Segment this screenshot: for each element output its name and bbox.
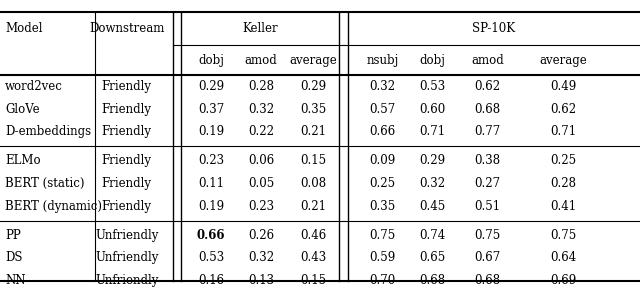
Text: BERT (dynamic): BERT (dynamic) (5, 200, 102, 213)
Text: 0.66: 0.66 (197, 229, 225, 242)
Text: Friendly: Friendly (102, 103, 152, 116)
Text: Unfriendly: Unfriendly (95, 229, 159, 242)
Text: 0.68: 0.68 (420, 274, 445, 287)
Text: 0.67: 0.67 (474, 251, 501, 264)
Text: 0.29: 0.29 (420, 155, 445, 167)
Text: 0.19: 0.19 (198, 200, 224, 213)
Text: 0.45: 0.45 (419, 200, 446, 213)
Text: 0.66: 0.66 (369, 126, 396, 138)
Text: 0.08: 0.08 (301, 177, 326, 190)
Text: GloVe: GloVe (5, 103, 40, 116)
Text: amod: amod (471, 54, 504, 67)
Text: ELMo: ELMo (5, 155, 41, 167)
Text: 0.13: 0.13 (248, 274, 274, 287)
Text: 0.25: 0.25 (370, 177, 396, 190)
Text: 0.21: 0.21 (301, 126, 326, 138)
Text: nsubj: nsubj (367, 54, 399, 67)
Text: word2vec: word2vec (5, 80, 63, 93)
Text: 0.35: 0.35 (369, 200, 396, 213)
Text: 0.71: 0.71 (420, 126, 445, 138)
Text: Downstream: Downstream (89, 22, 164, 35)
Text: 0.65: 0.65 (419, 251, 446, 264)
Text: 0.16: 0.16 (198, 274, 224, 287)
Text: Friendly: Friendly (102, 155, 152, 167)
Text: Model: Model (5, 22, 43, 35)
Text: 0.77: 0.77 (474, 126, 501, 138)
Text: 0.25: 0.25 (550, 155, 576, 167)
Text: DS: DS (5, 251, 22, 264)
Text: 0.71: 0.71 (550, 126, 576, 138)
Text: 0.75: 0.75 (550, 229, 577, 242)
Text: 0.15: 0.15 (301, 155, 326, 167)
Text: 0.68: 0.68 (475, 103, 500, 116)
Text: 0.46: 0.46 (300, 229, 327, 242)
Text: Friendly: Friendly (102, 177, 152, 190)
Text: 0.29: 0.29 (198, 80, 224, 93)
Text: 0.19: 0.19 (198, 126, 224, 138)
Text: dobj: dobj (198, 54, 224, 67)
Text: 0.32: 0.32 (420, 177, 445, 190)
Text: 0.29: 0.29 (301, 80, 326, 93)
Text: 0.23: 0.23 (198, 155, 224, 167)
Text: 0.22: 0.22 (248, 126, 274, 138)
Text: 0.53: 0.53 (419, 80, 446, 93)
Text: 0.09: 0.09 (369, 155, 396, 167)
Text: 0.32: 0.32 (370, 80, 396, 93)
Text: 0.38: 0.38 (475, 155, 500, 167)
Text: PP: PP (5, 229, 21, 242)
Text: 0.51: 0.51 (475, 200, 500, 213)
Text: 0.11: 0.11 (198, 177, 224, 190)
Text: 0.60: 0.60 (419, 103, 446, 116)
Text: 0.37: 0.37 (198, 103, 225, 116)
Text: 0.21: 0.21 (301, 200, 326, 213)
Text: 0.75: 0.75 (474, 229, 501, 242)
Text: 0.62: 0.62 (550, 103, 576, 116)
Text: amod: amod (244, 54, 278, 67)
Text: 0.35: 0.35 (300, 103, 327, 116)
Text: 0.32: 0.32 (248, 103, 274, 116)
Text: Unfriendly: Unfriendly (95, 251, 159, 264)
Text: 0.69: 0.69 (550, 274, 577, 287)
Text: 0.75: 0.75 (369, 229, 396, 242)
Text: 0.28: 0.28 (248, 80, 274, 93)
Text: D-embeddings: D-embeddings (5, 126, 92, 138)
Text: Friendly: Friendly (102, 80, 152, 93)
Text: 0.64: 0.64 (550, 251, 577, 264)
Text: 0.05: 0.05 (248, 177, 275, 190)
Text: dobj: dobj (420, 54, 445, 67)
Text: 0.27: 0.27 (475, 177, 500, 190)
Text: 0.23: 0.23 (248, 200, 274, 213)
Text: 0.57: 0.57 (369, 103, 396, 116)
Text: 0.74: 0.74 (419, 229, 446, 242)
Text: 0.06: 0.06 (248, 155, 275, 167)
Text: 0.70: 0.70 (369, 274, 396, 287)
Text: Keller: Keller (243, 22, 278, 35)
Text: 0.59: 0.59 (369, 251, 396, 264)
Text: BERT (static): BERT (static) (5, 177, 84, 190)
Text: 0.26: 0.26 (248, 229, 274, 242)
Text: average: average (290, 54, 337, 67)
Text: 0.62: 0.62 (475, 80, 500, 93)
Text: Friendly: Friendly (102, 126, 152, 138)
Text: 0.15: 0.15 (301, 274, 326, 287)
Text: 0.49: 0.49 (550, 80, 577, 93)
Text: NN: NN (5, 274, 26, 287)
Text: Friendly: Friendly (102, 200, 152, 213)
Text: 0.28: 0.28 (550, 177, 576, 190)
Text: 0.32: 0.32 (248, 251, 274, 264)
Text: Unfriendly: Unfriendly (95, 274, 159, 287)
Text: 0.43: 0.43 (300, 251, 327, 264)
Text: average: average (540, 54, 587, 67)
Text: 0.53: 0.53 (198, 251, 225, 264)
Text: 0.41: 0.41 (550, 200, 576, 213)
Text: SP-10K: SP-10K (472, 22, 515, 35)
Text: 0.68: 0.68 (475, 274, 500, 287)
